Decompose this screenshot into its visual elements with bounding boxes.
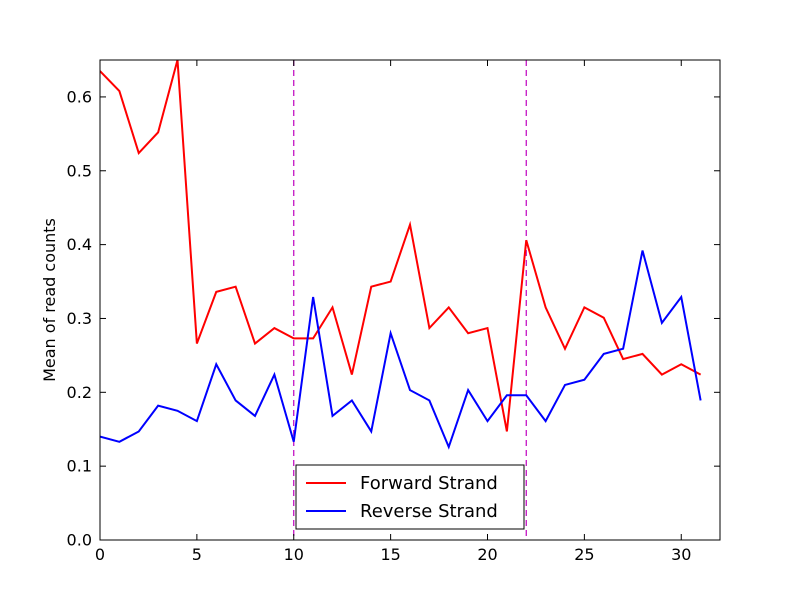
series-line-forward-strand [100, 60, 702, 432]
series-line-reverse-strand [100, 250, 702, 450]
y-tick-label: 0.4 [67, 235, 92, 254]
legend: Forward Strand Reverse Strand [295, 464, 525, 530]
x-tick-label: 0 [95, 545, 105, 564]
legend-label: Forward Strand [360, 473, 498, 494]
y-tick-label: 0.1 [67, 457, 92, 476]
x-tick-label: 30 [671, 545, 691, 564]
x-tick-label: 25 [574, 545, 594, 564]
x-tick-label: 10 [284, 545, 304, 564]
vertical-lines [293, 60, 527, 540]
series-lines [100, 60, 702, 450]
plot-area-frame [99, 59, 721, 541]
axis-ticks: 0 5 10 15 20 25 30 0.0 0.1 0.2 0.3 0.4 0.5 0.6 [67, 60, 720, 564]
y-tick-label: 0.6 [67, 87, 92, 106]
y-tick-label: 0.2 [67, 383, 92, 402]
x-tick-label: 5 [192, 545, 202, 564]
x-tick-label: 15 [380, 545, 400, 564]
y-tick-label: 0.5 [67, 161, 92, 180]
legend-box [295, 464, 525, 530]
legend-label: Reverse Strand [360, 501, 498, 522]
x-tick-label: 20 [477, 545, 497, 564]
y-axis-label: Mean of read counts [40, 218, 59, 382]
y-tick-label: 0.3 [67, 309, 92, 328]
y-tick-label: 0.0 [67, 531, 92, 550]
